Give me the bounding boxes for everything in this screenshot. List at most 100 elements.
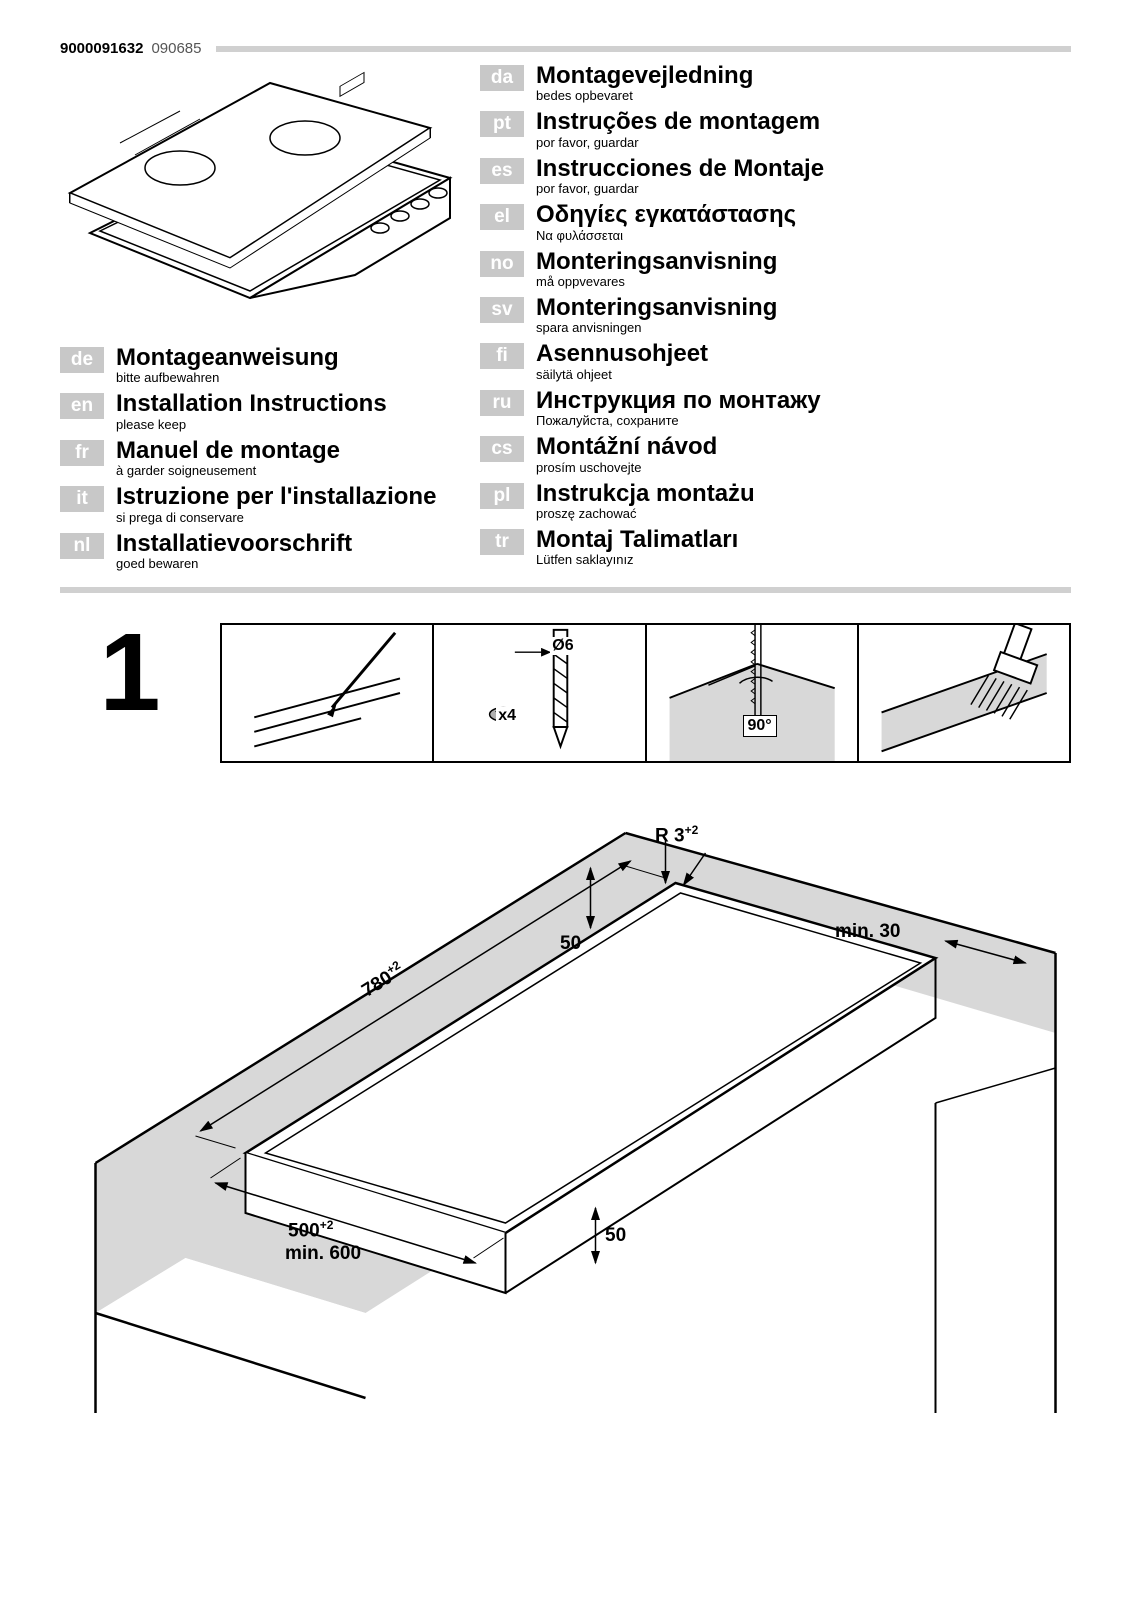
depth-dimension: 500+2: [288, 1218, 333, 1242]
corner-radius-label: R 3+2: [655, 823, 698, 847]
tool-drill: Ø6 x4: [434, 625, 646, 761]
language-list-left: deMontageanweisungbitte aufbewahrenenIns…: [60, 345, 460, 571]
lang-entry-cs: cs Montážní návodprosím uschovejte: [480, 434, 1071, 474]
title-section: deMontageanweisungbitte aufbewahrenenIns…: [60, 63, 1071, 577]
lang-subtitle: prosím uschovejte: [536, 460, 1071, 475]
lang-subtitle: Να φυλάσσεται: [536, 228, 1071, 243]
lang-subtitle: spara anvisningen: [536, 320, 1071, 335]
lang-entry-no: no Monteringsanvisningmå oppvevares: [480, 249, 1071, 289]
lang-badge: pl: [480, 483, 524, 509]
lang-text: Istruzione per l'installazionesi prega d…: [116, 484, 460, 524]
doc-number-secondary: 090685: [151, 40, 201, 57]
lang-entry-nl: nl Installatievoorschriftgoed bewaren: [60, 531, 460, 571]
lang-title: Manuel de montage: [116, 438, 460, 464]
top-gap-dimension: 50: [560, 933, 581, 955]
lang-entry-ru: ru Инструкция по монтажуПожалуйста, сохра…: [480, 388, 1071, 428]
lang-entry-es: esInstrucciones de Montajepor favor, gua…: [480, 156, 1071, 196]
lang-badge: de: [60, 347, 104, 373]
step-number: 1: [60, 623, 200, 722]
side-min-dimension: min. 30: [835, 921, 900, 943]
header-rule: [216, 46, 1072, 52]
lang-entry-tr: tr Montaj TalimatlarıLütfen saklayınız: [480, 527, 1071, 567]
left-column: deMontageanweisungbitte aufbewahrenenIns…: [60, 63, 460, 577]
lang-entry-pl: pl Instrukcja montażuproszę zachować: [480, 481, 1071, 521]
lang-badge: cs: [480, 436, 524, 462]
lang-subtitle: Пожалуйста, сохраните: [536, 413, 1071, 428]
lang-entry-it: it Istruzione per l'installazionesi prega…: [60, 484, 460, 524]
lang-title: Istruzione per l'installazione: [116, 484, 460, 510]
lang-text: Instruções de montagempor favor, guardar: [536, 109, 1071, 149]
cooktop-illustration: [60, 63, 460, 333]
cutout-dimension-diagram: R 3+2 780+2 50 min. 30 500+2 min. 600 50: [60, 793, 1071, 1413]
lang-title: Montageanweisung: [116, 345, 460, 371]
lang-title: Οδηγίες εγκατάστασης: [536, 202, 1071, 228]
lang-entry-de: de Montageanweisungbitte aufbewahren: [60, 345, 460, 385]
tool-jigsaw: 90°: [647, 625, 859, 761]
lang-entry-fi: fi Asennusohjeetsäilytä ohjeet: [480, 341, 1071, 381]
step-1: 1: [60, 623, 1071, 763]
lang-badge: el: [480, 204, 524, 230]
lang-subtitle: säilytä ohjeet: [536, 367, 1071, 382]
doc-number-primary: 9000091632: [60, 40, 143, 57]
lang-badge: it: [60, 486, 104, 512]
section-divider: [60, 587, 1071, 593]
lang-subtitle: goed bewaren: [116, 556, 460, 571]
lang-badge: pt: [480, 111, 524, 137]
lang-text: Montaj TalimatlarıLütfen saklayınız: [536, 527, 1071, 567]
lang-entry-sv: sv Monteringsanvisningspara anvisningen: [480, 295, 1071, 335]
tool-sealant: [859, 625, 1069, 761]
lang-title: Asennusohjeet: [536, 341, 1071, 367]
lang-title: Инструкция по монтажу: [536, 388, 1071, 414]
lang-subtitle: por favor, guardar: [536, 181, 1071, 196]
lang-text: Monteringsanvisningmå oppvevares: [536, 249, 1071, 289]
lang-title: Instrukcja montażu: [536, 481, 1071, 507]
lang-subtitle: Lütfen saklayınız: [536, 552, 1071, 567]
lang-text: Instrukcja montażuproszę zachować: [536, 481, 1071, 521]
lang-text: Инструкция по монтажуПожалуйста, сохрани…: [536, 388, 1071, 428]
lang-entry-el: el Οδηγίες εγκατάστασηςΝα φυλάσσεται: [480, 202, 1071, 242]
lang-badge: en: [60, 393, 104, 419]
lang-badge: fi: [480, 343, 524, 369]
lang-entry-pt: pt Instruções de montagempor favor, guard…: [480, 109, 1071, 149]
lang-subtitle: por favor, guardar: [536, 135, 1071, 150]
min-depth-dimension: min. 600: [285, 1243, 361, 1265]
tool-strip: Ø6 x4 90°: [220, 623, 1071, 763]
lang-badge: fr: [60, 440, 104, 466]
saw-angle-label: 90°: [743, 715, 777, 737]
lang-title: Montážní návod: [536, 434, 1071, 460]
lang-text: Asennusohjeetsäilytä ohjeet: [536, 341, 1071, 381]
lang-title: Monteringsanvisning: [536, 249, 1071, 275]
lang-subtitle: må oppvevares: [536, 274, 1071, 289]
lang-text: Οδηγίες εγκατάστασηςΝα φυλάσσεται: [536, 202, 1071, 242]
tool-pencil: [222, 625, 434, 761]
lang-subtitle: please keep: [116, 417, 460, 432]
lang-subtitle: à garder soigneusement: [116, 463, 460, 478]
lang-badge: no: [480, 251, 524, 277]
lang-title: Montaj Talimatları: [536, 527, 1071, 553]
right-column: da Montagevejledningbedes opbevaret pt Inst…: [472, 63, 1071, 577]
lang-subtitle: si prega di conservare: [116, 510, 460, 525]
lang-badge: tr: [480, 529, 524, 555]
lang-text: Manuel de montageà garder soigneusement: [116, 438, 460, 478]
lang-entry-da: da Montagevejledningbedes opbevaret: [480, 63, 1071, 103]
lang-subtitle: bitte aufbewahren: [116, 370, 460, 385]
lang-text: Montagevejledningbedes opbevaret: [536, 63, 1071, 103]
lang-text: Montageanweisungbitte aufbewahren: [116, 345, 460, 385]
lang-entry-en: enInstallation Instructionsplease keep: [60, 391, 460, 431]
lang-badge: sv: [480, 297, 524, 323]
lang-title: Instrucciones de Montaje: [536, 156, 1071, 182]
lang-title: Installatievoorschrift: [116, 531, 460, 557]
lang-text: Instrucciones de Montajepor favor, guard…: [536, 156, 1071, 196]
lang-title: Montagevejledning: [536, 63, 1071, 89]
screw-count-label: x4: [496, 707, 518, 725]
lang-title: Instruções de montagem: [536, 109, 1071, 135]
lang-text: Monteringsanvisningspara anvisningen: [536, 295, 1071, 335]
front-gap-dimension: 50: [605, 1225, 626, 1247]
lang-badge: ru: [480, 390, 524, 416]
lang-title: Monteringsanvisning: [536, 295, 1071, 321]
lang-badge: da: [480, 65, 524, 91]
lang-text: Montážní návodprosím uschovejte: [536, 434, 1071, 474]
lang-entry-fr: fr Manuel de montageà garder soigneusemen…: [60, 438, 460, 478]
document-header: 9000091632 090685: [60, 40, 1071, 57]
lang-badge: nl: [60, 533, 104, 559]
